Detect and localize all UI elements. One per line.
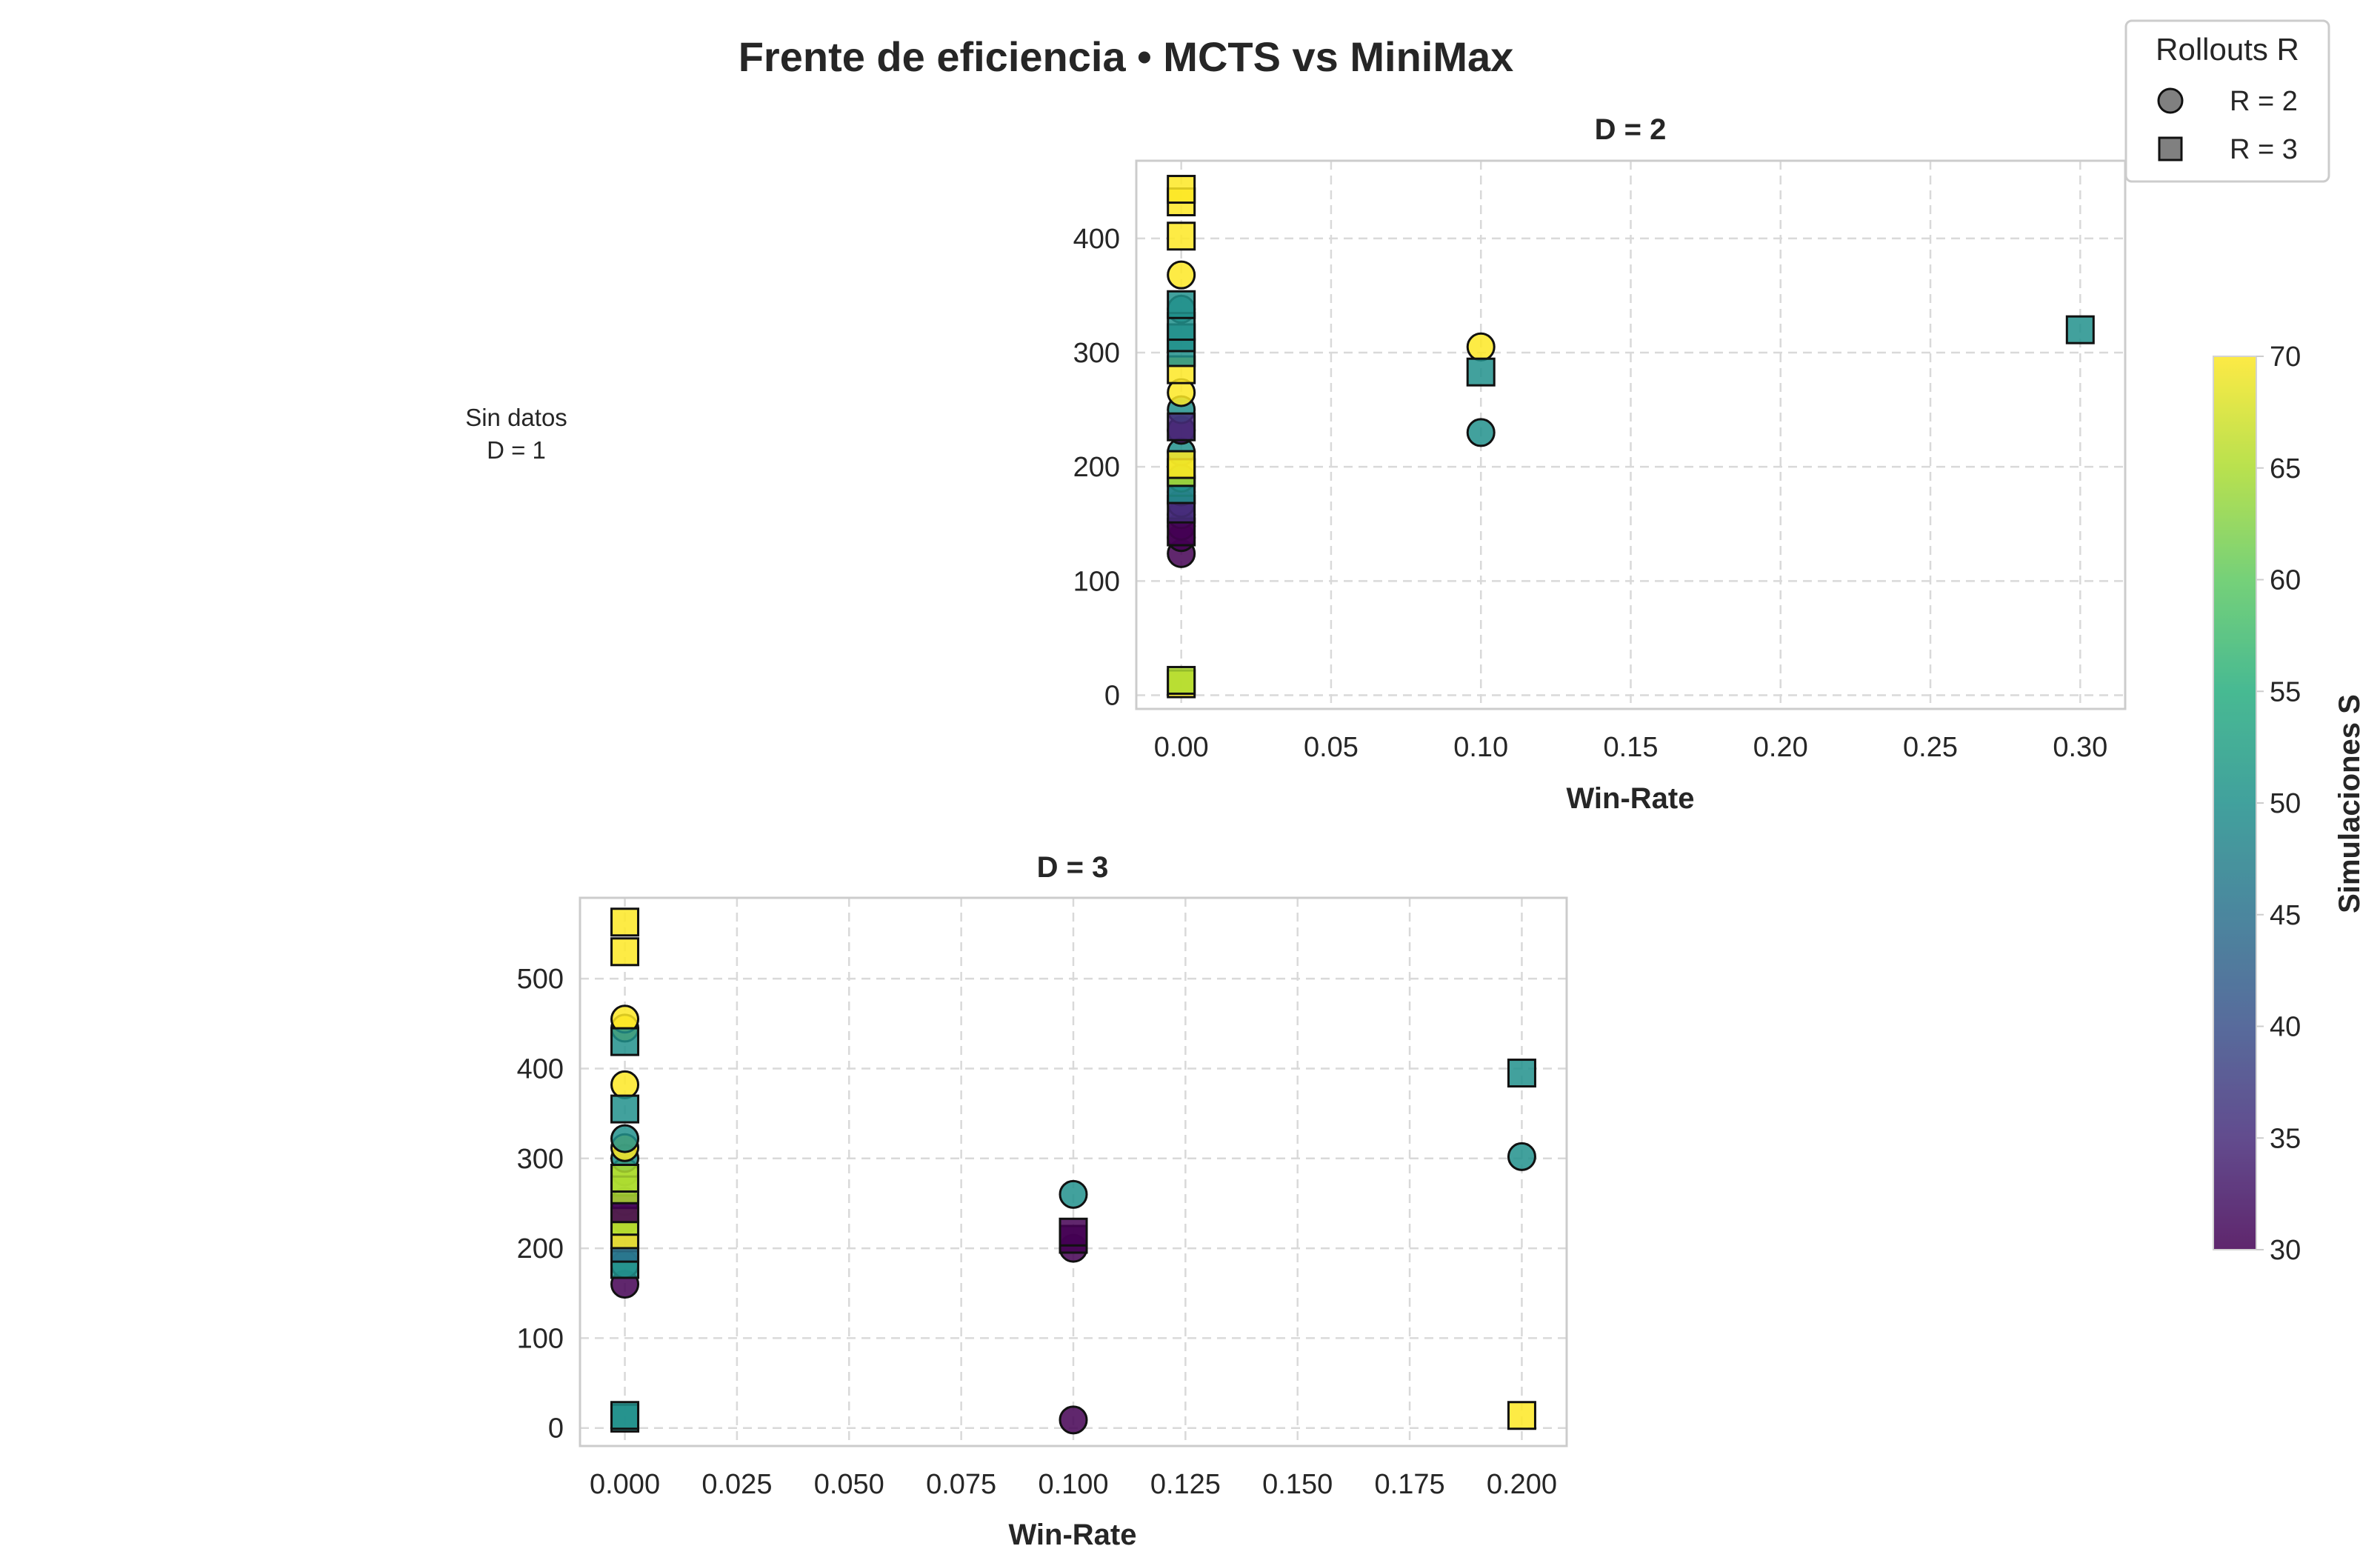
point-r2 (610, 1070, 640, 1099)
y-tick-label: 200 (517, 1233, 564, 1265)
y-tick-label: 500 (517, 964, 564, 995)
panel-d3-xlabel: Win-Rate (1009, 1519, 1137, 1551)
point-r2 (1466, 332, 1496, 361)
colorbar-gradient (2213, 356, 2257, 1250)
x-tick-label: 0.075 (926, 1469, 996, 1500)
legend: Rollouts R R = 2 R = 3 (2124, 19, 2330, 183)
no-data-label: Sin datos (465, 404, 567, 431)
x-tick-label: 0.025 (701, 1469, 772, 1500)
point-r3 (610, 1094, 640, 1124)
x-tick-label: 0.175 (1375, 1469, 1445, 1500)
point-r2 (1059, 1405, 1088, 1435)
panel-d3-title: D = 3 (1037, 851, 1109, 884)
x-tick-label: 0.00 (1154, 732, 1209, 763)
y-tick-label: 0 (1104, 681, 1120, 712)
panel-d2: D = 2 0.00 0.05 0.10 0.15 0.20 0.25 0.30 0 100 20… (1073, 113, 2127, 815)
legend-square-marker (2158, 136, 2183, 161)
panel-d2-xlabel: Win-Rate (1567, 782, 1695, 815)
point-r2 (1059, 1179, 1088, 1209)
y-tick-label: 100 (1073, 566, 1120, 597)
y-tick-label: 400 (517, 1053, 564, 1084)
panel-d1-empty: Sin datos D = 1 (465, 404, 567, 464)
x-tick-label: 0.050 (814, 1469, 884, 1500)
point-r3 (1167, 450, 1196, 479)
point-r3 (1167, 221, 1196, 251)
colorbar-tick-label: 45 (2270, 900, 2301, 931)
panel-d3-frame (579, 896, 1568, 1447)
legend-circle-marker (2157, 87, 2184, 114)
x-tick-label: 0.100 (1038, 1469, 1108, 1500)
point-r3 (610, 1027, 640, 1056)
panel-d3-points (610, 907, 1536, 1435)
point-r3 (1167, 175, 1196, 204)
x-tick-label: 0.25 (1903, 732, 1958, 763)
colorbar-tick-label: 65 (2270, 453, 2301, 484)
no-data-panel-label: D = 1 (487, 436, 546, 464)
panel-d3: D = 3 0.000 0.025 0.050 0.075 0.100 0.125 0.15… (517, 851, 1568, 1551)
colorbar-tick-label: 70 (2270, 341, 2301, 373)
panel-d3-ticks: 0.000 0.025 0.050 0.075 0.100 0.125 0.150 0.175… (517, 964, 1557, 1500)
y-tick-label: 300 (1073, 338, 1120, 369)
point-r2 (1507, 1142, 1536, 1171)
x-tick-label: 0.20 (1753, 732, 1808, 763)
point-r3 (1167, 412, 1196, 442)
point-r2 (610, 1124, 640, 1153)
colorbar-tick-label: 60 (2270, 565, 2301, 596)
point-r3 (610, 1401, 640, 1430)
colorbar-label: Simulaciones S (2333, 694, 2366, 913)
point-r3 (1507, 1059, 1536, 1088)
legend-label-r2: R = 2 (2230, 86, 2298, 117)
panel-d2-title: D = 2 (1595, 113, 1667, 146)
x-tick-label: 0.150 (1262, 1469, 1333, 1500)
point-r3 (610, 937, 640, 967)
y-tick-label: 300 (517, 1144, 564, 1175)
y-tick-label: 0 (548, 1413, 564, 1445)
point-r3 (610, 907, 640, 937)
point-r3 (2065, 315, 2095, 344)
y-tick-label: 200 (1073, 452, 1120, 483)
colorbar-tick-label: 35 (2270, 1123, 2301, 1154)
colorbar-tick-label: 55 (2270, 676, 2301, 707)
x-tick-label: 0.15 (1604, 732, 1659, 763)
y-tick-label: 400 (1073, 224, 1120, 255)
point-r3 (1059, 1217, 1088, 1247)
x-tick-label: 0.30 (2053, 732, 2107, 763)
colorbar-tick-label: 50 (2270, 788, 2301, 819)
x-tick-label: 0.200 (1487, 1469, 1557, 1500)
x-tick-label: 0.05 (1304, 732, 1359, 763)
x-tick-label: 0.000 (590, 1469, 660, 1500)
colorbar-ticks: 30 35 40 45 50 55 60 65 70 (2256, 341, 2301, 1266)
colorbar-tick-label: 40 (2270, 1012, 2301, 1043)
x-tick-label: 0.125 (1150, 1469, 1221, 1500)
panel-d2-ticks: 0.00 0.05 0.10 0.15 0.20 0.25 0.30 0 100 200 300 40… (1073, 224, 2108, 763)
panel-d2-points (1167, 175, 2095, 699)
panel-d2-grid (1136, 161, 2125, 709)
legend-title: Rollouts R (2156, 32, 2299, 67)
colorbar: 30 35 40 45 50 55 60 65 70 Simulaciones S (2213, 341, 2366, 1266)
y-tick-label: 100 (517, 1323, 564, 1354)
point-r2 (1167, 260, 1196, 290)
point-r3 (610, 1163, 640, 1193)
chart-title: Frente de eficiencia • MCTS vs MiniMax (739, 33, 1514, 80)
legend-label-r3: R = 3 (2230, 134, 2298, 165)
panel-d2-frame (1135, 159, 2127, 710)
point-r2 (1466, 418, 1496, 447)
point-r3 (1466, 357, 1496, 387)
colorbar-tick-label: 30 (2270, 1235, 2301, 1266)
point-r3 (1507, 1401, 1536, 1430)
point-r3 (1167, 665, 1196, 695)
panel-d3-grid (580, 898, 1567, 1446)
point-r3 (1167, 290, 1196, 319)
x-tick-label: 0.10 (1453, 732, 1508, 763)
